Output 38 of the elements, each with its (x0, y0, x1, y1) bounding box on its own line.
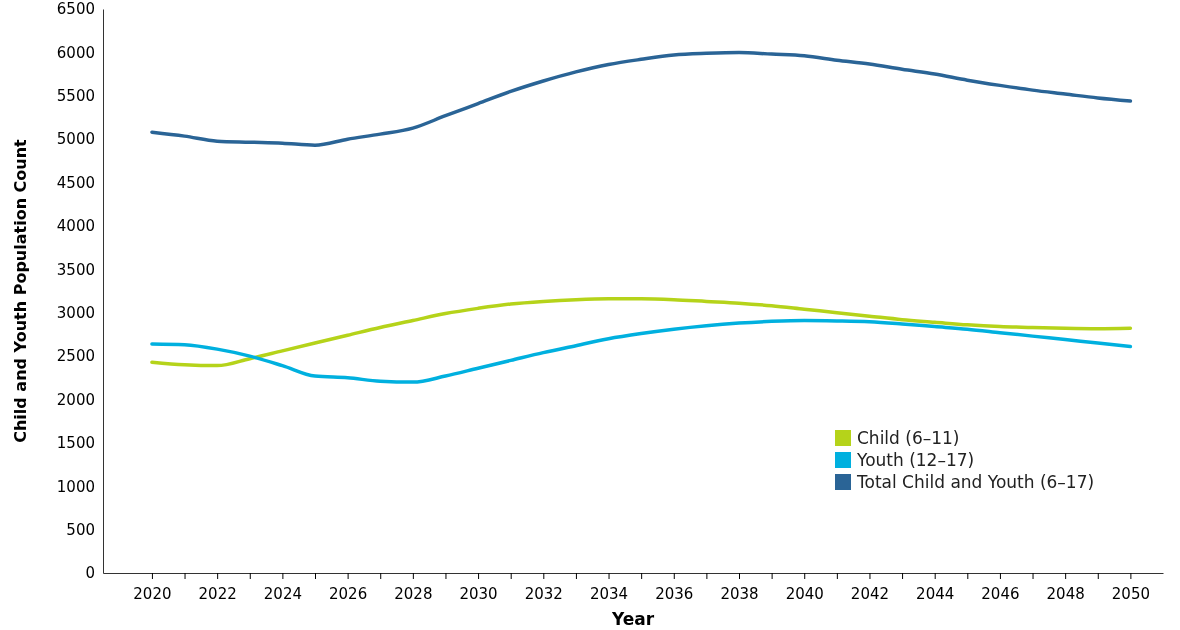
legend-label: Total Child and Youth (6–17) (856, 472, 1095, 492)
x-tick-label: 2044 (916, 584, 955, 603)
x-tick-label: 2042 (850, 584, 890, 603)
x-tick-label: 2024 (263, 584, 302, 603)
x-tick-label: 2036 (655, 584, 694, 603)
x-axis-title: Year (610, 609, 655, 629)
y-tick-label: 2000 (56, 390, 95, 409)
y-tick-label: 5500 (56, 87, 95, 106)
line-series (150, 50, 1133, 147)
legend-label: Youth (12–17) (856, 450, 975, 470)
y-tick-label: 3000 (56, 303, 95, 322)
x-tick-label: 2038 (720, 584, 759, 603)
x-tick-label: 2020 (133, 584, 172, 603)
y-tick-label: 2500 (56, 347, 95, 366)
x-tick-label: 2030 (459, 584, 498, 603)
legend-label: Child (6–11) (857, 428, 960, 448)
x-tick-label: 2034 (589, 584, 629, 603)
y-tick-label: 4000 (56, 217, 95, 236)
y-tick-label: 500 (66, 520, 95, 539)
x-tick-label: 2048 (1046, 584, 1085, 603)
x-tick-label: 2026 (329, 584, 368, 603)
x-tick-label: 2022 (198, 584, 237, 603)
x-tick-label: 2028 (394, 584, 433, 603)
x-tick-label: 2032 (524, 584, 563, 603)
y-tick-label: 3500 (56, 260, 95, 279)
y-tick-label: 1500 (56, 434, 95, 453)
line-series (150, 318, 1133, 384)
x-tick-label: 2040 (785, 584, 824, 603)
y-tick-label: 4500 (56, 173, 95, 192)
x-tick-label: 2046 (981, 584, 1020, 603)
line-series (150, 297, 1133, 368)
x-tick-label: 2050 (1111, 584, 1150, 603)
y-tick-label: 6000 (56, 43, 95, 62)
y-tick-label: 0 (85, 564, 95, 583)
y-axis-title: Child and Youth Population Count (11, 138, 30, 443)
y-tick-label: 6500 (56, 0, 95, 19)
y-tick-label: 1000 (56, 477, 95, 496)
y-tick-label: 5000 (56, 130, 95, 149)
